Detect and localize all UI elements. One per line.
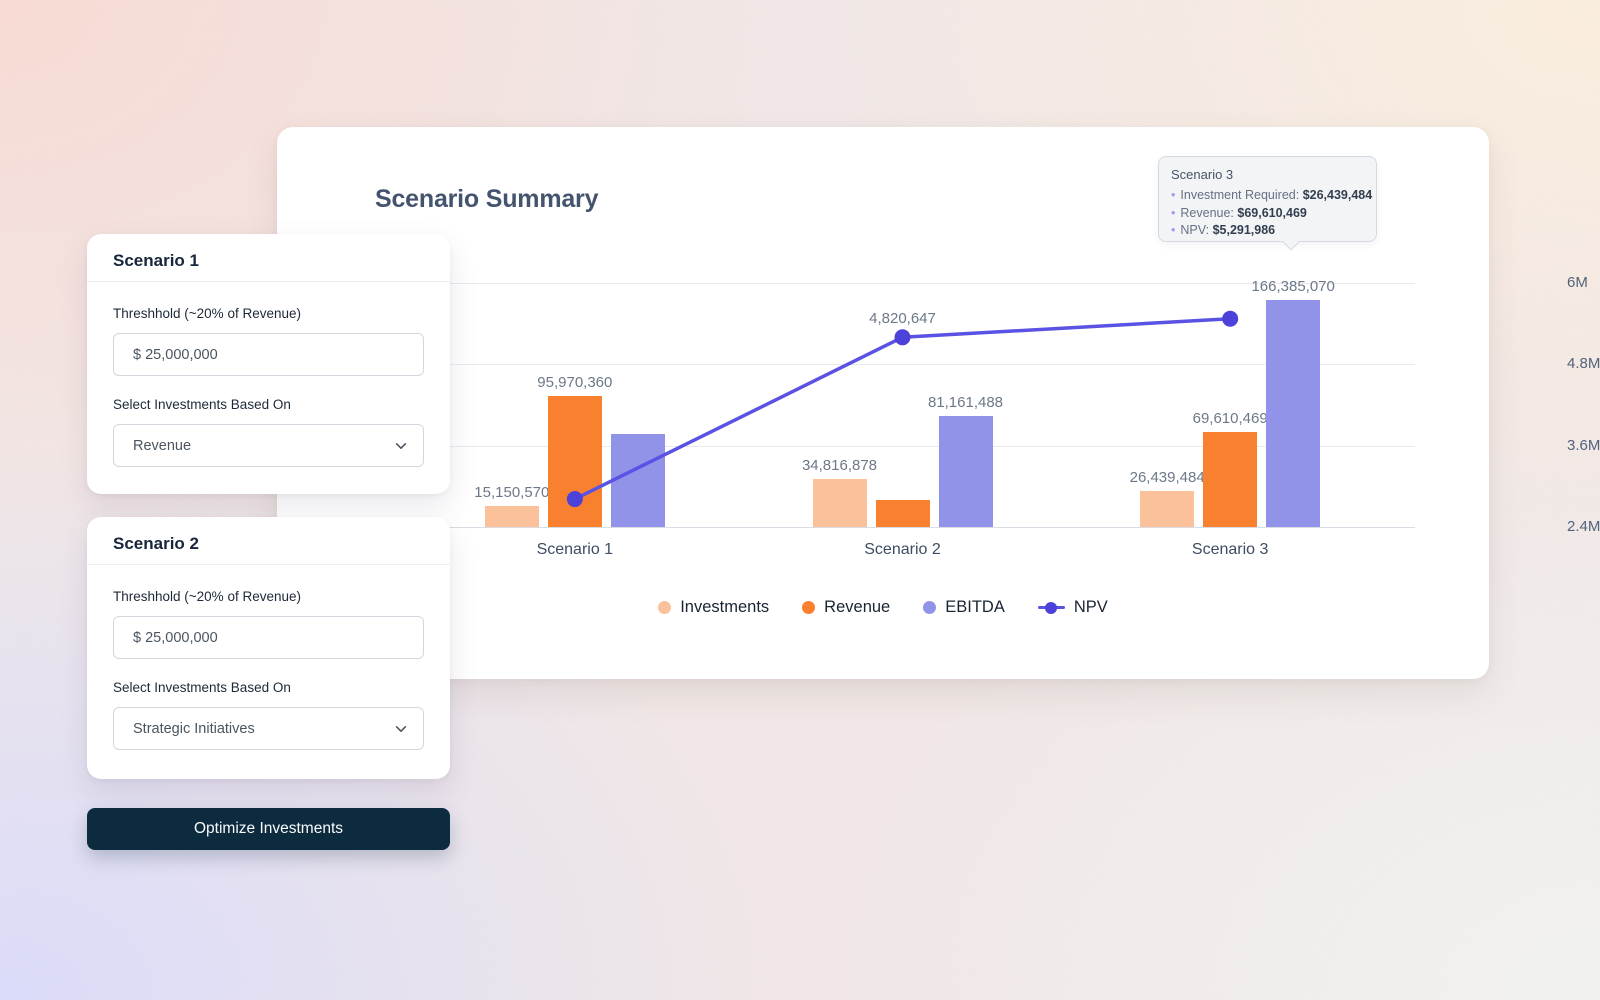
y-axis-tick-label: 6M bbox=[1567, 274, 1588, 291]
legend-item-investments[interactable]: Investments bbox=[658, 598, 769, 617]
bar-value-label: 15,150,570 bbox=[474, 484, 550, 501]
npv-point-scenario-2[interactable] bbox=[894, 329, 911, 346]
gridline bbox=[411, 364, 1415, 366]
scenario-2-card: Scenario 2 Threshhold (~20% of Revenue) … bbox=[87, 517, 450, 779]
divider bbox=[87, 281, 450, 282]
x-axis-category-label: Scenario 1 bbox=[536, 541, 614, 558]
bar-revenue-scenario-3[interactable] bbox=[1203, 432, 1258, 527]
legend-item-npv[interactable]: NPV bbox=[1037, 598, 1108, 617]
y-axis-tick-label: 2.4M bbox=[1567, 518, 1600, 535]
legend-dot-icon bbox=[802, 601, 816, 614]
legend-label: EBITDA bbox=[945, 598, 1005, 616]
legend-line-dot-icon bbox=[1037, 601, 1065, 614]
npv-value-label: 4,820,647 bbox=[869, 310, 936, 328]
x-axis-category-label: Scenario 2 bbox=[864, 541, 941, 558]
legend-item-revenue[interactable]: Revenue bbox=[802, 598, 890, 617]
chart-tooltip: Scenario 3 • Investment Required: $26,439… bbox=[1158, 156, 1377, 251]
tooltip-item: • NPV: $5,291,986 bbox=[1171, 223, 1276, 237]
scenario-1-title: Scenario 1 bbox=[113, 251, 199, 270]
bar-value-label: 166,385,070 bbox=[1251, 278, 1335, 295]
bar-value-label: 81,161,488 bbox=[927, 394, 1004, 411]
bar-value-label: 34,816,878 bbox=[801, 457, 878, 474]
investment-basis-select[interactable]: Revenue bbox=[113, 424, 424, 467]
bar-value-label: 69,610,469 bbox=[1192, 410, 1268, 427]
legend-dot-icon bbox=[658, 601, 672, 614]
chart-plot: 6M 4.8M 3.6M 2.4M Scenario 1 Scenario 2 Scenar… bbox=[411, 274, 1600, 558]
tooltip-title: Scenario 3 bbox=[1171, 167, 1234, 182]
tooltip-item: • Investment Required: $26,439,484 bbox=[1171, 188, 1373, 202]
select-basis-label: Select Investments Based On bbox=[113, 680, 291, 695]
select-value: Strategic Initiatives bbox=[133, 720, 255, 737]
gridline bbox=[411, 445, 1415, 447]
bar-ebitda-scenario-2[interactable] bbox=[938, 416, 993, 527]
select-basis-label: Select Investments Based On bbox=[113, 397, 291, 412]
bar-value-label: 26,439,484 bbox=[1129, 469, 1205, 486]
gridline bbox=[411, 283, 1415, 284]
y-axis-tick-label: 4.8M bbox=[1567, 355, 1600, 373]
bar-ebitda-scenario-3[interactable] bbox=[1266, 300, 1321, 527]
chart-legend: Investments Revenue EBITDA NPV bbox=[277, 598, 1489, 617]
page-title: Scenario Summary bbox=[375, 185, 599, 213]
npv-point-scenario-1[interactable] bbox=[566, 491, 583, 508]
bar-investments-scenario-2[interactable] bbox=[812, 479, 867, 527]
scenario-summary-card: Scenario Summary 6M 4.8M 3.6M 2.4M Scenario … bbox=[277, 127, 1600, 679]
bar-revenue-scenario-2[interactable] bbox=[875, 500, 930, 527]
chevron-down-icon bbox=[395, 442, 407, 449]
legend-label: NPV bbox=[1073, 598, 1108, 616]
bar-value-label: 95,970,360 bbox=[537, 374, 613, 391]
threshold-label: Threshhold (~20% of Revenue) bbox=[113, 306, 301, 321]
scenario-1-card: Scenario 1 Threshhold (~20% of Revenue) … bbox=[87, 234, 450, 494]
npv-line-chart bbox=[566, 310, 1239, 508]
threshold-input[interactable] bbox=[113, 333, 424, 376]
bullet-icon: • bbox=[1171, 188, 1176, 202]
scenario-2-title: Scenario 2 bbox=[113, 534, 199, 553]
legend-label: Investments bbox=[680, 598, 770, 616]
x-axis-line bbox=[411, 527, 1415, 528]
y-axis-tick-label: 3.6M bbox=[1567, 436, 1600, 454]
select-value: Revenue bbox=[133, 437, 192, 454]
npv-line bbox=[574, 316, 1231, 501]
investment-basis-select[interactable]: Strategic Initiatives bbox=[113, 707, 424, 750]
npv-point-scenario-3[interactable] bbox=[1222, 310, 1239, 327]
x-axis-category-label: Scenario 3 bbox=[1191, 541, 1269, 558]
chevron-down-icon bbox=[395, 725, 407, 732]
threshold-input[interactable] bbox=[113, 616, 424, 659]
bullet-icon: • bbox=[1171, 223, 1176, 237]
optimize-investments-button[interactable]: Optimize Investments bbox=[87, 808, 450, 850]
bar-investments-scenario-3[interactable] bbox=[1140, 491, 1195, 527]
legend-item-ebitda[interactable]: EBITDA bbox=[923, 598, 1005, 617]
tooltip-item: • Revenue: $69,610,469 bbox=[1171, 205, 1307, 220]
bullet-icon: • bbox=[1171, 205, 1176, 220]
legend-line-dot bbox=[1045, 601, 1058, 614]
legend-label: Revenue bbox=[824, 598, 891, 616]
divider bbox=[87, 564, 450, 565]
threshold-label: Threshhold (~20% of Revenue) bbox=[113, 589, 301, 604]
bar-investments-scenario-1[interactable] bbox=[484, 506, 539, 527]
legend-dot-icon bbox=[923, 601, 937, 614]
bar-ebitda-scenario-1[interactable] bbox=[610, 434, 665, 527]
